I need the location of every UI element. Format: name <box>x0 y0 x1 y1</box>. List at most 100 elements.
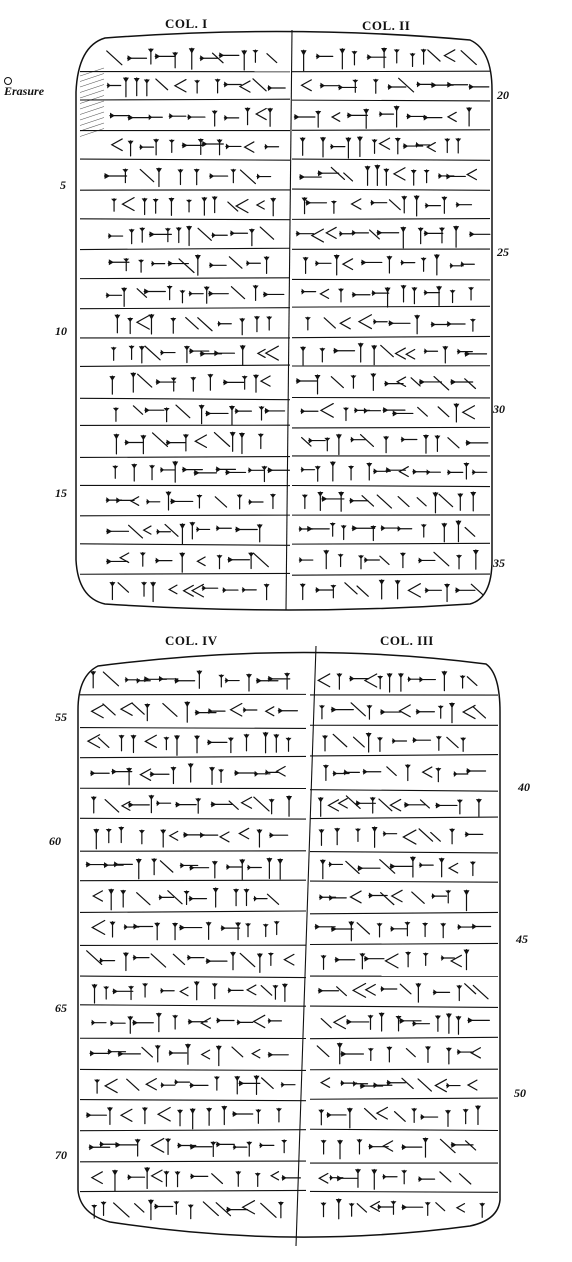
cuneiform-wedge-icon <box>173 78 187 93</box>
cuneiform-wedge-icon <box>114 314 121 334</box>
cuneiform-wedge-icon <box>119 1108 133 1122</box>
cuneiform-wedge-icon <box>418 378 443 385</box>
cuneiform-wedge-icon <box>107 233 124 240</box>
cuneiform-wedge-icon <box>90 670 97 689</box>
cuneiform-wedge-icon <box>422 952 429 966</box>
ruling-line <box>309 754 499 757</box>
cuneiform-wedge-icon <box>380 525 400 532</box>
cuneiform-wedge-icon <box>131 463 138 482</box>
cuneiform-wedge-icon <box>343 172 354 182</box>
cuneiform-wedge-icon <box>256 523 263 543</box>
cuneiform-wedge-icon <box>102 703 116 716</box>
cuneiform-wedge-icon <box>248 228 255 247</box>
cuneiform-wedge-icon <box>377 675 384 690</box>
cuneiform-wedge-icon <box>431 893 448 900</box>
cuneiform-wedge-icon <box>426 469 441 476</box>
cuneiform-wedge-icon <box>175 404 191 419</box>
cuneiform-wedge-icon <box>417 227 424 245</box>
cuneiform-wedge-icon <box>143 288 166 295</box>
cuneiform-wedge-icon <box>377 1204 394 1211</box>
cuneiform-wedge-icon <box>330 376 344 389</box>
cuneiform-wedge-icon <box>156 528 171 535</box>
cuneiform-wedge-icon <box>139 227 146 243</box>
cuneiform-wedge-icon <box>141 1107 148 1125</box>
ruling-line <box>291 305 491 308</box>
ruling-line <box>79 727 307 729</box>
cuneiform-wedge-icon <box>393 1111 406 1122</box>
cuneiform-wedge-icon <box>334 956 356 963</box>
cuneiform-wedge-icon <box>142 982 149 998</box>
cuneiform-wedge-icon <box>189 1143 213 1150</box>
cuneiform-wedge-icon <box>141 197 148 216</box>
cuneiform-wedge-icon <box>351 229 369 236</box>
cuneiform-wedge-icon <box>281 983 288 1002</box>
cuneiform-wedge-icon <box>211 110 218 127</box>
cuneiform-wedge-icon <box>138 829 145 845</box>
cuneiform-wedge-icon <box>423 114 443 121</box>
cuneiform-wedge-icon <box>330 143 346 150</box>
cuneiform-wedge-icon <box>136 892 151 906</box>
line-number-45: 45 <box>516 932 528 946</box>
cuneiform-wedge-icon <box>354 1168 361 1188</box>
cuneiform-wedge-icon <box>211 1173 224 1185</box>
cuneiform-wedge-icon <box>91 919 106 935</box>
cuneiform-wedge-icon <box>196 494 203 509</box>
cuneiform-wedge-icon <box>308 437 326 444</box>
cuneiform-wedge-icon <box>316 1045 330 1058</box>
ruling-line <box>309 1097 499 1100</box>
erasure-hatch-line <box>79 128 105 137</box>
cuneiform-wedge-icon <box>437 705 444 719</box>
cuneiform-wedge-icon <box>166 285 173 301</box>
cuneiform-wedge-icon <box>90 704 104 719</box>
cuneiform-wedge-icon <box>386 1046 393 1063</box>
cuneiform-wedge-icon <box>383 168 390 186</box>
cuneiform-wedge-icon <box>348 1202 355 1217</box>
cuneiform-wedge-icon <box>168 830 179 841</box>
cuneiform-wedge-icon <box>212 887 219 908</box>
cuneiform-wedge-icon <box>301 494 308 510</box>
cuneiform-wedge-icon <box>376 229 400 236</box>
cuneiform-wedge-icon <box>329 522 336 537</box>
cuneiform-wedge-icon <box>380 344 394 358</box>
cuneiform-wedge-icon <box>330 112 341 122</box>
cuneiform-wedge-icon <box>467 1017 490 1024</box>
cuneiform-wedge-icon <box>422 434 429 454</box>
cuneiform-wedge-icon <box>273 920 280 936</box>
cuneiform-wedge-icon <box>412 1020 431 1027</box>
cuneiform-wedge-icon <box>217 320 232 327</box>
cuneiform-wedge-icon <box>108 259 130 266</box>
cuneiform-wedge-icon <box>394 347 406 360</box>
cuneiform-wedge-icon <box>446 321 466 328</box>
cuneiform-wedge-icon <box>401 1077 414 1090</box>
cuneiform-wedge-icon <box>209 173 229 180</box>
cuneiform-wedge-icon <box>172 460 179 483</box>
cuneiform-wedge-icon <box>433 375 450 391</box>
cuneiform-wedge-icon <box>380 892 395 906</box>
cuneiform-wedge-icon <box>175 226 182 244</box>
cuneiform-wedge-icon <box>411 1107 418 1124</box>
cuneiform-wedge-icon <box>160 987 175 994</box>
cuneiform-wedge-icon <box>267 1051 289 1058</box>
erasure-hatch-line <box>79 89 105 99</box>
cuneiform-wedge-icon <box>415 982 422 1003</box>
cuneiform-wedge-icon <box>336 986 347 997</box>
cuneiform-wedge-icon <box>150 581 157 603</box>
cuneiform-wedge-icon <box>201 585 219 592</box>
cuneiform-wedge-icon <box>446 111 457 123</box>
cuneiform-wedge-icon <box>205 921 212 940</box>
cuneiform-wedge-icon <box>350 198 362 210</box>
cuneiform-wedge-icon <box>263 583 270 601</box>
cuneiform-wedge-icon <box>275 1107 282 1123</box>
line-number-10: 10 <box>55 324 67 338</box>
cuneiform-wedge-icon <box>370 372 377 391</box>
cuneiform-wedge-icon <box>430 321 450 328</box>
cuneiform-wedge-icon <box>252 1014 266 1029</box>
cuneiform-wedge-icon <box>314 465 321 482</box>
cuneiform-wedge-icon <box>318 828 325 846</box>
cuneiform-wedge-icon <box>469 318 476 332</box>
cuneiform-wedge-icon <box>436 285 443 306</box>
cuneiform-wedge-icon <box>99 1141 119 1148</box>
cuneiform-wedge-icon <box>150 953 167 968</box>
ruling-line <box>309 1128 499 1132</box>
reverse-column-divider <box>295 645 317 1247</box>
